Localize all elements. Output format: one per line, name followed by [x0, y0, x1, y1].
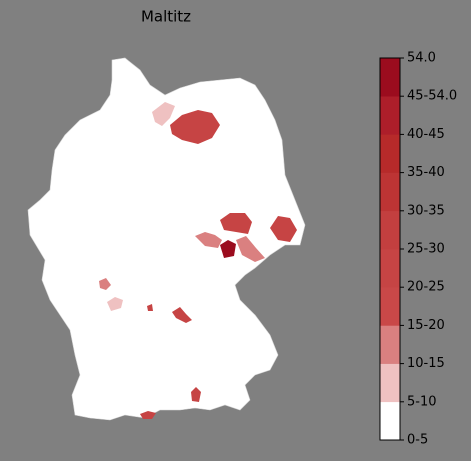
colorbar-tick-label: 30-35 [407, 203, 445, 218]
region [220, 240, 236, 258]
colorbar-tick-label: 15-20 [407, 318, 445, 333]
region [140, 411, 156, 419]
region [107, 297, 123, 311]
colorbar-tick-label: 0-5 [407, 433, 428, 448]
colorbar-bin [380, 172, 400, 212]
colorbar: 0-5 5-10 10-15 15-20 20-25 25-30 30-35 35-40 40-… [379, 51, 457, 448]
map-title: Maltitz [141, 8, 191, 26]
region [152, 102, 175, 126]
region [99, 278, 111, 290]
colorbar-tick-label: 45-54.0 [407, 89, 457, 104]
colorbar-tick-label: 5-10 [407, 394, 437, 409]
colorbar-tick-label: 54.0 [407, 51, 436, 66]
region [170, 110, 220, 144]
colorbar-bin [380, 325, 400, 364]
colorbar-tick-label: 10-15 [407, 356, 445, 371]
colorbar-bin [380, 58, 400, 97]
colorbar-bin [380, 363, 400, 403]
colorbar-bin [380, 210, 400, 250]
colorbar-bin [380, 134, 400, 173]
colorbar-tick-label: 25-30 [407, 242, 445, 257]
region [236, 236, 265, 262]
country-outline [27, 57, 306, 421]
region [270, 216, 297, 242]
germany-map [27, 57, 306, 421]
colorbar-bin [380, 96, 400, 135]
colorbar-bin [380, 287, 400, 326]
region [195, 232, 222, 248]
region [172, 307, 192, 323]
region [220, 213, 252, 234]
colorbar-bin [380, 401, 400, 441]
colorbar-tick-label: 40-45 [407, 127, 445, 142]
colorbar-tick-label: 35-40 [407, 165, 445, 180]
region [191, 387, 201, 402]
colorbar-bin [380, 249, 400, 288]
region [147, 304, 153, 311]
colorbar-tick-label: 20-25 [407, 280, 445, 295]
